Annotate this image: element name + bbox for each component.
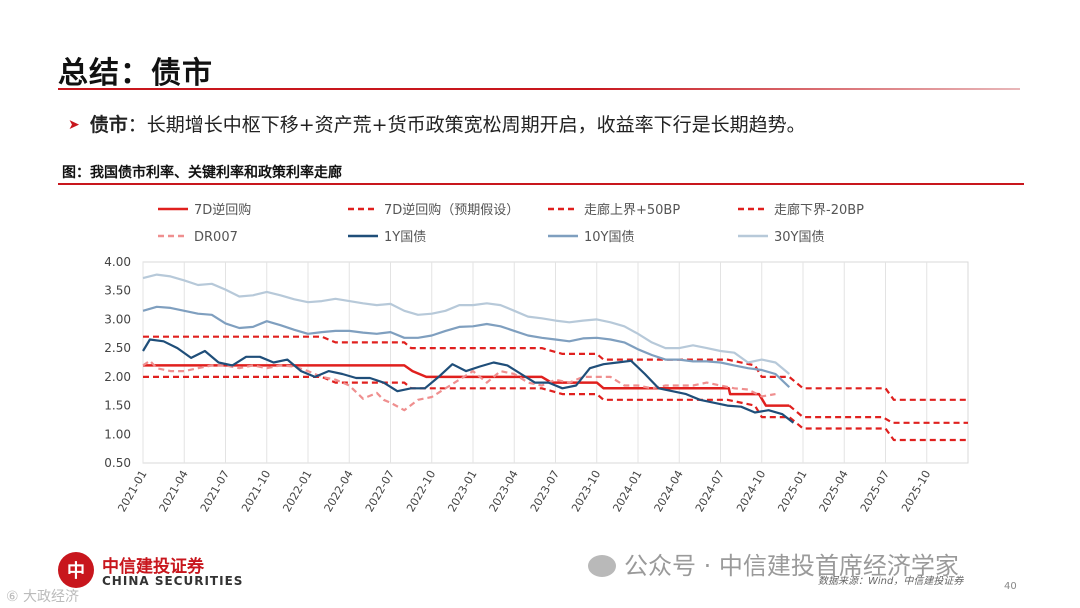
summary-bullet: ➤ 债市：长期增长中枢下移+资产荒+货币政策宽松周期开启，收益率下行是长期趋势。 — [68, 110, 806, 137]
company-logo: 中 中信建投证券 CHINA SECURITIES — [58, 552, 242, 592]
figure-divider — [58, 183, 1024, 185]
page-title: 总结：债市 — [58, 56, 213, 91]
y-tick-label: 0.50 — [104, 456, 131, 470]
legend-label-upper: 走廊上界+50BP — [584, 202, 680, 218]
wechat-text: 公众号 · 中信建投首席经济学家 — [624, 552, 959, 580]
y-tick-label: 3.50 — [104, 284, 131, 298]
x-tick-label: 2021-01 — [115, 468, 149, 514]
x-tick-label: 2023-10 — [569, 468, 603, 514]
figure-title: 图：我国债市利率、关键利率和政策利率走廊 — [62, 165, 342, 181]
x-tick-label: 2024-10 — [734, 468, 768, 514]
series-line-rr_exp — [788, 404, 968, 424]
x-tick-label: 2023-01 — [445, 468, 479, 514]
legend-label-y10: 10Y国债 — [584, 230, 634, 245]
y-tick-label: 2.50 — [104, 341, 131, 355]
x-tick-label: 2024-04 — [652, 468, 686, 514]
chart-legend: 7D逆回购 7D逆回购（预期假设） 走廊上界+50BP 走廊下界-20BP DR007 1… — [158, 202, 864, 245]
legend-label-lower: 走廊下界-20BP — [774, 202, 864, 218]
corner-watermark: ⑥ 大政经济 — [6, 589, 80, 605]
x-tick-label: 2023-07 — [528, 468, 562, 514]
data-source: 数据来源：Wind，中信建投证券 — [818, 576, 964, 587]
x-tick-label: 2025-01 — [775, 468, 809, 514]
bullet-text: ：长期增长中枢下移+资产荒+货币政策宽松周期开启，收益率下行是长期趋势。 — [127, 114, 806, 136]
chart-series — [142, 273, 968, 442]
title-divider — [58, 88, 1020, 90]
x-tick-label: 2025-10 — [899, 468, 933, 514]
series-line-y1 — [142, 338, 795, 424]
legend-label-dr007: DR007 — [194, 230, 238, 245]
legend-label-rr_exp: 7D逆回购（预期假设） — [384, 202, 519, 218]
y-tick-label: 2.00 — [104, 370, 131, 384]
page-number: 40 — [1004, 581, 1017, 592]
x-tick-label: 2022-10 — [404, 468, 438, 514]
chart-axes: 2021-01 2021-04 2021-07 2021-10 2022-01 2022-… — [104, 255, 933, 514]
bullet-keyword: 债市 — [89, 114, 128, 136]
y-tick-label: 3.00 — [104, 312, 131, 326]
series-line-y30 — [142, 273, 791, 375]
x-tick-label: 2022-04 — [322, 468, 356, 514]
x-tick-label: 2022-07 — [363, 468, 397, 514]
x-tick-label: 2023-04 — [487, 468, 521, 514]
wechat-icon — [588, 555, 616, 577]
x-tick-label: 2021-10 — [239, 468, 273, 514]
x-tick-label: 2022-01 — [280, 468, 314, 514]
legend-label-y1: 1Y国债 — [384, 230, 426, 245]
y-tick-label: 1.50 — [104, 399, 131, 413]
chart-grid — [142, 261, 969, 464]
x-tick-label: 2021-07 — [198, 468, 232, 514]
logo-mark-icon: 中 — [58, 552, 94, 588]
y-tick-label: 1.00 — [104, 427, 131, 441]
series-line-rr — [143, 364, 790, 407]
logo-chinese-name: 中信建投证券 — [102, 557, 204, 577]
series-line-dr007 — [142, 359, 776, 412]
x-tick-label: 2021-04 — [157, 468, 191, 514]
series-line-y10 — [142, 305, 791, 388]
x-tick-label: 2024-01 — [610, 468, 644, 514]
wechat-watermark: 公众号 · 中信建投首席经济学家 — [588, 546, 959, 581]
x-tick-label: 2025-07 — [858, 468, 892, 514]
legend-label-rr: 7D逆回购 — [194, 202, 251, 218]
series-line-lower — [143, 375, 968, 442]
logo-english-name: CHINA SECURITIES — [102, 574, 244, 588]
series-line-upper — [143, 335, 968, 401]
y-tick-label: 4.00 — [104, 255, 131, 269]
legend-label-y30: 30Y国债 — [774, 230, 824, 245]
x-tick-label: 2024-07 — [693, 468, 727, 514]
bullet-arrow-icon: ➤ — [68, 117, 80, 133]
x-tick-label: 2025-04 — [817, 468, 851, 514]
